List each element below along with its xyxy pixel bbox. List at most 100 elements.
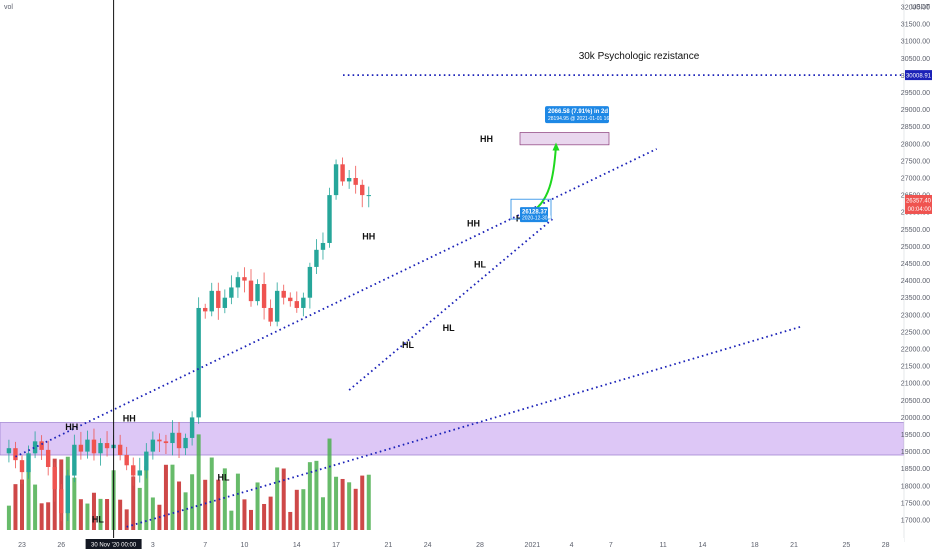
volume-bar: [91, 492, 96, 530]
volume-bar: [209, 457, 214, 530]
time-axis-ticks: 23 26 3 7 10 14 17 21 24 28 2021 4 7 11 14 18 21 25 28: [18, 542, 890, 549]
time-tick: 21: [385, 542, 393, 549]
trendline: [348, 216, 556, 391]
pattern-label: HL: [443, 323, 455, 333]
volume-bar: [20, 479, 24, 530]
candle-body: [13, 448, 18, 461]
target-tooltip: 2066.58 (7.91%) in 2d 28194.95 @ 2021-01…: [545, 106, 616, 124]
level-30k-annotation: 30k Psychologic rezistance: [579, 51, 700, 62]
price-tick: 17500.00: [901, 500, 930, 507]
price-tick: 21500.00: [901, 364, 930, 371]
volume-bar: [314, 460, 319, 530]
price-tick: 31500.00: [901, 22, 930, 29]
volume-bar: [13, 484, 18, 530]
time-tick: 24: [424, 542, 432, 549]
volume-bar: [118, 499, 123, 530]
candle-body: [32, 441, 38, 454]
price-tick: 24000.00: [901, 278, 930, 285]
volume-bar: [288, 511, 293, 530]
candle-body: [196, 307, 201, 418]
level-30k-tag: 30008.91: [905, 70, 932, 81]
volume-bar: [85, 503, 90, 530]
price-tick: 28500.00: [901, 124, 930, 131]
time-tick: 26: [57, 542, 65, 549]
volume-bar: [262, 503, 267, 530]
volume-bar: [229, 510, 234, 530]
candle-body: [320, 242, 326, 250]
time-tick: 3: [151, 542, 155, 549]
candle-body: [117, 444, 123, 456]
time-tick: 7: [609, 542, 613, 549]
volume-bar: [190, 474, 195, 530]
trendline: [126, 325, 801, 528]
volume-bar: [177, 481, 182, 530]
volume-bar: [183, 492, 188, 530]
candle-body: [333, 164, 339, 196]
price-axis[interactable]: [904, 0, 932, 550]
time-tick: 28: [882, 542, 890, 549]
volume-bar: [255, 482, 260, 530]
candle-body: [189, 417, 195, 438]
candle-body: [163, 441, 169, 444]
volume-bar: [334, 476, 339, 530]
price-tick: 28000.00: [901, 141, 930, 148]
projection-arrow-head: [552, 142, 560, 151]
pattern-label: HH: [362, 232, 375, 242]
candle-body: [288, 297, 293, 302]
candle-body: [85, 439, 90, 452]
price-tick: 32000.00: [901, 5, 930, 12]
volume-bar: [6, 505, 11, 530]
candle-body: [183, 437, 188, 449]
volume-bar: [347, 482, 352, 530]
candle-body: [255, 284, 260, 302]
candle-body: [216, 290, 221, 308]
time-tick: 28: [476, 542, 484, 549]
time-tick: 18: [751, 542, 759, 549]
trendline: [15, 148, 658, 458]
volume-bar: [170, 464, 175, 530]
price-tick: 30500.00: [901, 56, 930, 63]
time-tick: 7: [203, 542, 207, 549]
candle-body: [91, 439, 97, 454]
price-tick: 21000.00: [901, 381, 930, 388]
candle-body: [124, 455, 129, 466]
trendlines: [15, 148, 801, 528]
candle-body: [229, 287, 234, 298]
candle-body: [59, 489, 64, 514]
price-tick: 18500.00: [901, 466, 930, 473]
volume-bar: [275, 467, 280, 530]
volume-bar: [320, 497, 325, 530]
volume-bar: [137, 487, 142, 530]
pattern-label: HL: [402, 340, 414, 350]
entry-tooltip-line1: 26128.37: [522, 210, 548, 216]
candle-body: [281, 290, 286, 298]
time-tick: 2021: [525, 542, 541, 549]
time-axis[interactable]: [0, 538, 904, 550]
time-tick: 10: [241, 542, 249, 549]
volume-bar: [98, 498, 103, 530]
price-tick: 19000.00: [901, 449, 930, 456]
entry-tooltip: 26128.37 2020-12-30 16:00: [510, 198, 562, 223]
candles: [6, 157, 371, 522]
current-price-value: 26357.40: [906, 198, 932, 204]
volume-bar: [26, 469, 31, 530]
candle-body: [314, 249, 319, 267]
target-tooltip-line2: 28194.95 @ 2021-01-01 16:00: [548, 116, 616, 122]
volume-bar: [163, 464, 168, 530]
volume-bar: [307, 462, 312, 530]
candle-body: [19, 460, 25, 473]
volume-bar: [222, 468, 227, 530]
candle-body: [248, 280, 254, 302]
pattern-label: HH: [123, 414, 136, 424]
volume-bar: [131, 476, 136, 530]
candle-body: [157, 439, 162, 442]
price-tick: 23500.00: [901, 295, 930, 302]
pattern-label: HH: [480, 134, 493, 144]
level-30k-price: 30008.91: [906, 74, 932, 80]
pattern-label: HL: [92, 515, 104, 525]
candle-body: [209, 290, 214, 312]
time-tick: 23: [18, 542, 26, 549]
volume-bar: [235, 473, 240, 530]
candle-body: [39, 441, 44, 450]
